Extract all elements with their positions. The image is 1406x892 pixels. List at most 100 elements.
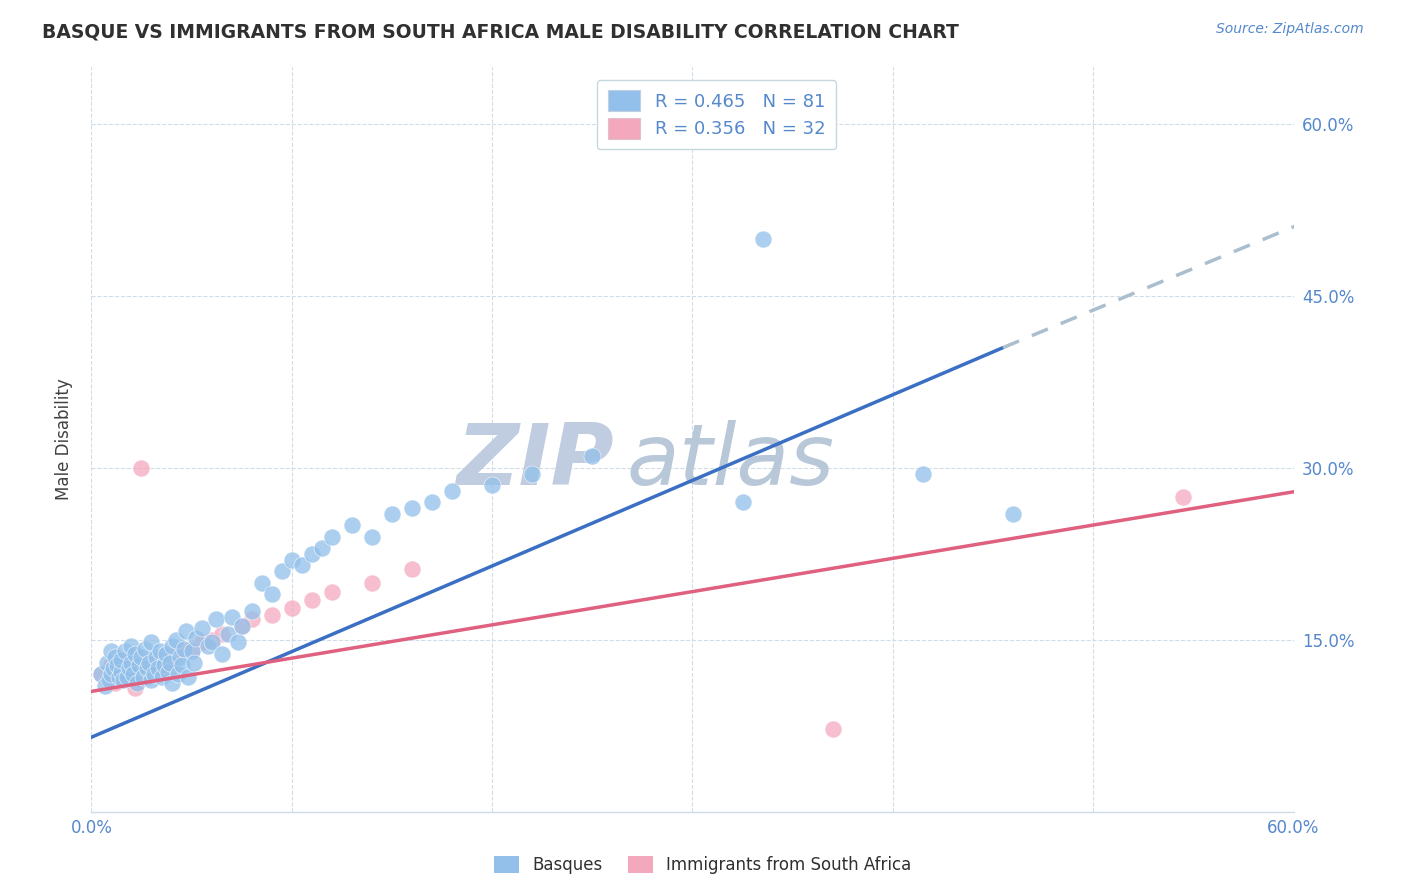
- Point: [321, 584, 343, 599]
- Point: [121, 639, 143, 653]
- Point: [104, 676, 127, 690]
- Point: [481, 478, 503, 492]
- Point: [128, 658, 150, 673]
- Point: [142, 667, 165, 681]
- Point: [240, 612, 263, 626]
- Point: [211, 627, 233, 641]
- Point: [159, 656, 181, 670]
- Point: [94, 679, 117, 693]
- Point: [127, 676, 149, 690]
- Point: [100, 644, 122, 658]
- Point: [321, 530, 343, 544]
- Point: [90, 667, 112, 681]
- Point: [183, 656, 205, 670]
- Point: [138, 656, 160, 670]
- Point: [260, 607, 283, 622]
- Legend: Basques, Immigrants from South Africa: Basques, Immigrants from South Africa: [488, 849, 918, 880]
- Point: [104, 650, 127, 665]
- Point: [98, 673, 121, 687]
- Point: [180, 644, 202, 658]
- Point: [291, 558, 314, 573]
- Point: [156, 665, 179, 679]
- Point: [110, 653, 132, 667]
- Point: [100, 667, 122, 681]
- Point: [401, 501, 423, 516]
- Point: [201, 635, 224, 649]
- Point: [110, 665, 132, 679]
- Point: [420, 495, 443, 509]
- Point: [204, 612, 226, 626]
- Point: [156, 661, 179, 675]
- Text: atlas: atlas: [626, 420, 834, 503]
- Legend: R = 0.465   N = 81, R = 0.356   N = 32: R = 0.465 N = 81, R = 0.356 N = 32: [598, 79, 837, 149]
- Text: Source: ZipAtlas.com: Source: ZipAtlas.com: [1216, 22, 1364, 37]
- Point: [360, 575, 382, 590]
- Point: [1173, 490, 1195, 504]
- Point: [136, 669, 159, 683]
- Point: [131, 661, 153, 675]
- Point: [231, 619, 253, 633]
- Point: [131, 650, 153, 665]
- Point: [170, 644, 193, 658]
- Point: [107, 658, 129, 673]
- Point: [166, 647, 188, 661]
- Point: [160, 658, 183, 673]
- Point: [108, 669, 131, 683]
- Point: [124, 647, 146, 661]
- Point: [381, 507, 404, 521]
- Point: [96, 673, 118, 687]
- Point: [160, 676, 183, 690]
- Point: [146, 661, 169, 675]
- Point: [118, 661, 141, 675]
- Point: [311, 541, 333, 556]
- Point: [226, 635, 249, 649]
- Point: [165, 632, 187, 647]
- Point: [145, 650, 167, 665]
- Point: [211, 647, 233, 661]
- Point: [173, 642, 195, 657]
- Point: [110, 669, 132, 683]
- Point: [401, 562, 423, 576]
- Point: [96, 656, 118, 670]
- Point: [117, 656, 139, 670]
- Point: [221, 610, 243, 624]
- Point: [146, 667, 169, 681]
- Point: [117, 669, 139, 683]
- Point: [122, 667, 145, 681]
- Point: [112, 673, 135, 687]
- Point: [260, 587, 283, 601]
- Text: ZIP: ZIP: [457, 420, 614, 503]
- Point: [132, 669, 155, 683]
- Point: [152, 658, 174, 673]
- Point: [270, 564, 292, 578]
- Point: [121, 656, 143, 670]
- Point: [184, 631, 207, 645]
- Point: [141, 673, 163, 687]
- Point: [160, 639, 183, 653]
- Point: [169, 650, 191, 665]
- Point: [360, 530, 382, 544]
- Point: [340, 518, 363, 533]
- Point: [150, 650, 173, 665]
- Point: [174, 624, 197, 638]
- Point: [141, 656, 163, 670]
- Point: [141, 635, 163, 649]
- Point: [217, 627, 239, 641]
- Point: [114, 644, 136, 658]
- Point: [911, 467, 934, 481]
- Point: [1001, 507, 1024, 521]
- Point: [197, 639, 219, 653]
- Point: [301, 547, 323, 561]
- Point: [103, 661, 125, 675]
- Point: [136, 661, 159, 675]
- Point: [190, 621, 212, 635]
- Point: [581, 450, 603, 464]
- Point: [240, 604, 263, 618]
- Point: [150, 669, 173, 683]
- Point: [201, 632, 224, 647]
- Point: [522, 467, 544, 481]
- Point: [281, 600, 304, 615]
- Text: BASQUE VS IMMIGRANTS FROM SOUTH AFRICA MALE DISABILITY CORRELATION CHART: BASQUE VS IMMIGRANTS FROM SOUTH AFRICA M…: [42, 22, 959, 41]
- Point: [155, 647, 177, 661]
- Point: [281, 552, 304, 566]
